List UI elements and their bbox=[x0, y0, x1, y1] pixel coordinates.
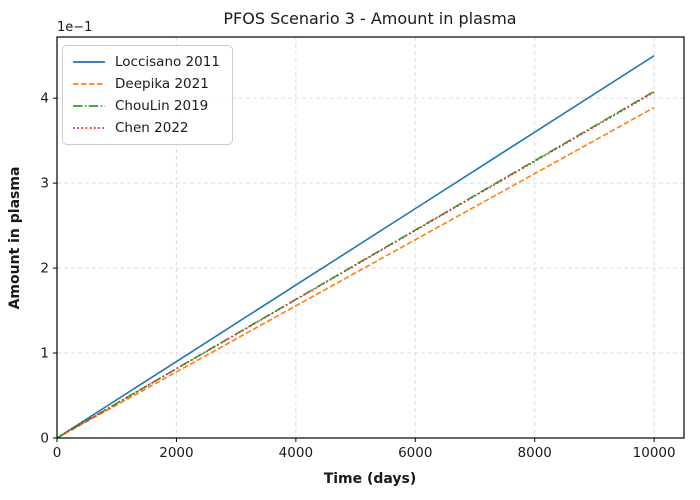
legend-sample-line bbox=[73, 127, 105, 129]
x-tick-label: 0 bbox=[53, 445, 62, 461]
x-tick-label: 6000 bbox=[398, 445, 432, 461]
y-tick-label: 4 bbox=[40, 91, 49, 107]
legend-item: ChouLin 2019 bbox=[72, 97, 220, 115]
y-axis-label: Amount in plasma bbox=[7, 167, 23, 310]
legend-sample-line bbox=[73, 61, 105, 63]
x-tick-label: 4000 bbox=[279, 445, 313, 461]
series-line-chen-2022 bbox=[56, 91, 655, 439]
y-tick-label: 0 bbox=[40, 431, 49, 447]
legend-label: ChouLin 2019 bbox=[115, 98, 209, 114]
x-tick-label: 8000 bbox=[518, 445, 552, 461]
plot-frame bbox=[56, 36, 685, 439]
legend-label: Deepika 2021 bbox=[115, 76, 209, 92]
legend-label: Loccisano 2011 bbox=[115, 54, 220, 70]
chart-title: PFOS Scenario 3 - Amount in plasma bbox=[223, 9, 516, 28]
y-tick-label: 1 bbox=[40, 346, 49, 362]
series-layer bbox=[56, 55, 655, 439]
series-line-deepika-2021 bbox=[56, 106, 655, 439]
y-axis-offset-label: 1e−1 bbox=[57, 20, 92, 35]
legend-item: Chen 2022 bbox=[72, 119, 220, 137]
legend-label: Chen 2022 bbox=[115, 120, 189, 136]
legend: Loccisano 2011 Deepika 2021 ChouLin 2019 Ch… bbox=[62, 45, 233, 145]
tick-layer: 0 2000 4000 6000 8000 10000 0 1 2 3 4 bbox=[40, 91, 675, 461]
y-tick-label: 2 bbox=[40, 261, 49, 277]
legend-sample-line bbox=[73, 105, 105, 107]
legend-item: Loccisano 2011 bbox=[72, 53, 220, 71]
legend-sample-line bbox=[73, 83, 105, 85]
x-axis-label: Time (days) bbox=[324, 471, 417, 487]
series-line-choulin-2019 bbox=[56, 90, 655, 439]
x-tick-label: 2000 bbox=[159, 445, 193, 461]
series-line-loccisano-2011 bbox=[56, 55, 655, 439]
x-tick-label: 10000 bbox=[633, 445, 676, 461]
legend-item: Deepika 2021 bbox=[72, 75, 220, 93]
y-tick-label: 3 bbox=[40, 176, 49, 192]
